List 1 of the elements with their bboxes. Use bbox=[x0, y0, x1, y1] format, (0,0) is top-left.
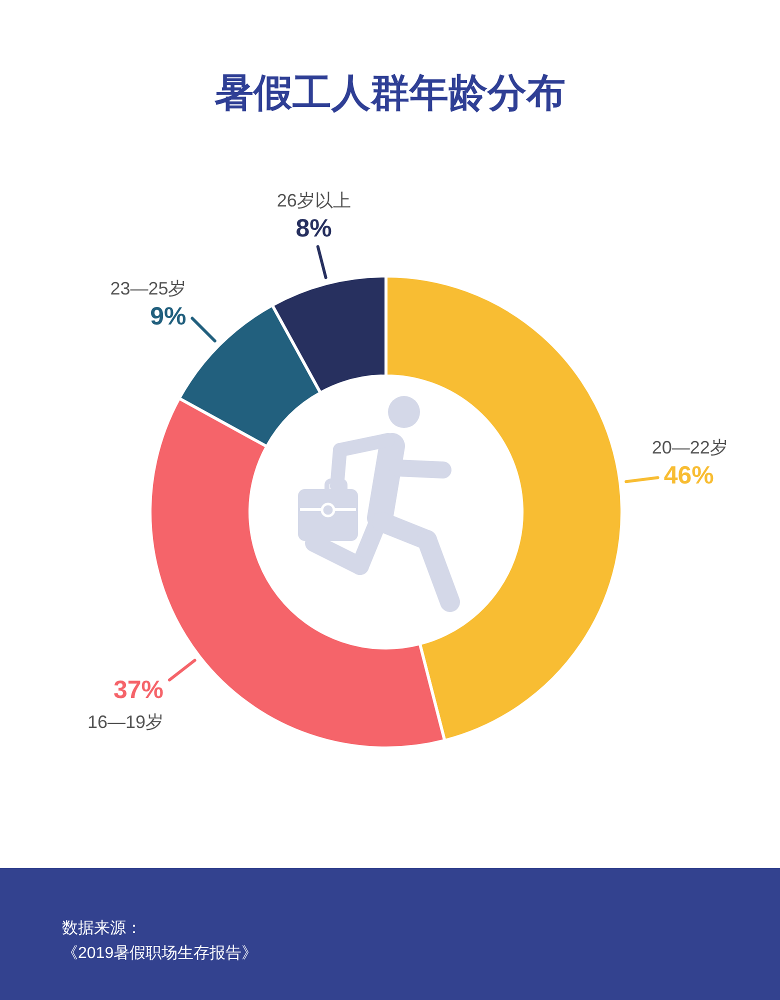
title: 暑假工人群年龄分布 bbox=[214, 72, 566, 115]
